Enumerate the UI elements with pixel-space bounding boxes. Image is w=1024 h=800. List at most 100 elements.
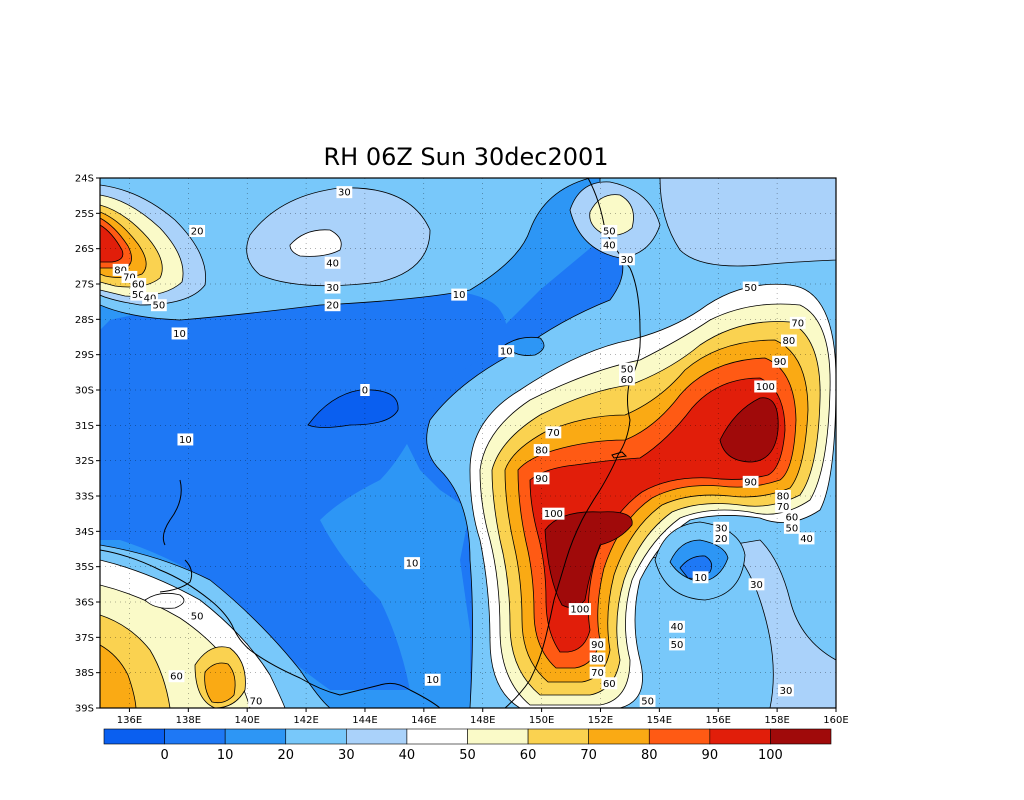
contour-label: 10 <box>424 673 441 686</box>
contour-label-value: 70 <box>591 668 604 679</box>
contour-label-value: 10 <box>453 290 466 301</box>
contour-label-bg <box>568 603 591 616</box>
colorbar-label: 0 <box>160 748 168 763</box>
contour-label: 50 <box>601 225 618 238</box>
contour-label-bg <box>775 500 791 513</box>
colorbar-label: 80 <box>641 748 658 763</box>
lat-tick-label: 37S <box>75 633 94 644</box>
contour-label-bg <box>775 490 791 502</box>
contour-label-bg <box>248 694 264 707</box>
lat-tick-label: 26S <box>75 244 94 255</box>
contour-label: 80 <box>780 334 797 347</box>
contour-label: 70 <box>545 426 562 439</box>
contour-label-bg <box>324 281 341 294</box>
contour-label-bg <box>780 334 797 347</box>
contour-label-value: 90 <box>591 640 604 651</box>
contour-label: 10 <box>451 288 468 301</box>
colorbar-swatch <box>709 728 771 745</box>
contour-label-bg <box>324 299 341 312</box>
lat-tick-label: 29S <box>75 350 94 361</box>
contour-label-value: 60 <box>603 679 616 690</box>
contour-label: 30 <box>713 521 730 534</box>
map-title: RH 06Z Sun 30dec2001 <box>323 143 608 171</box>
lat-tick-label: 25S <box>75 209 94 220</box>
field-zone-100-plus-west <box>544 511 633 608</box>
lat-tick-label: 32S <box>75 456 94 467</box>
colorbar-label: 100 <box>758 748 783 763</box>
contour-label-bg <box>713 532 730 545</box>
contour-label: 100 <box>568 603 591 616</box>
lat-tick-label: 38S <box>75 668 94 679</box>
contour-label: 50 <box>189 610 206 623</box>
coastline <box>100 178 641 708</box>
lon-tick-label: 152E <box>588 715 613 726</box>
contour-label: 40 <box>601 239 618 252</box>
contour-label-bg <box>451 288 468 301</box>
contour-label: 30 <box>336 186 353 199</box>
colorbar-label: 30 <box>338 748 355 763</box>
lon-tick-label: 136E <box>117 715 142 726</box>
lon-tick-label: 146E <box>411 715 436 726</box>
contour-label-value: 100 <box>544 509 563 520</box>
contour-label-value: 100 <box>570 605 589 616</box>
contour-label-bg <box>772 355 788 368</box>
contour-label: 30 <box>619 253 635 266</box>
contour-label-value: 90 <box>535 474 548 485</box>
contour-label-value: 10 <box>173 329 186 340</box>
contour-label-bg <box>589 652 606 665</box>
lon-tick-label: 156E <box>706 715 731 726</box>
contour-label: 40 <box>798 532 815 545</box>
colorbar-label: 10 <box>217 748 234 763</box>
contour-label-bg <box>601 225 618 237</box>
contour-label-value: 10 <box>406 559 419 570</box>
contour-label-bg <box>742 281 759 294</box>
contour-label-bg <box>336 186 353 199</box>
lon-tick-label: 160E <box>823 715 848 726</box>
contour-label-bg <box>742 475 759 488</box>
contour-label-value: 50 <box>621 364 634 375</box>
contour-label-bg <box>669 638 685 651</box>
contour-label-value: 20 <box>191 227 204 238</box>
lat-tick-label: 30S <box>75 386 94 397</box>
lat-tick-label: 35S <box>75 562 94 573</box>
lon-tick-label: 138E <box>176 715 201 726</box>
contour-label-bg <box>619 362 635 375</box>
contour-label-bg <box>754 380 777 393</box>
contour-label-value: 20 <box>326 301 339 312</box>
colorbar-label: 90 <box>702 748 719 763</box>
contour-label: 90 <box>533 472 550 485</box>
contour-label-bg <box>533 472 550 485</box>
contour-label: 80 <box>589 652 606 665</box>
contour-label: 100 <box>542 507 565 520</box>
contour-label-bg <box>589 666 606 679</box>
contour-label-bg <box>789 316 806 329</box>
contour-label: 20 <box>189 225 206 238</box>
contour-label-value: 80 <box>591 654 604 665</box>
contour-label: 80 <box>775 490 791 503</box>
lat-tick-label: 31S <box>75 421 94 432</box>
contour-label-value: 80 <box>783 336 796 347</box>
contour-label: 40 <box>324 256 341 269</box>
field-zone-sw-white-patch <box>144 592 185 609</box>
contour-label-value: 30 <box>750 580 763 591</box>
lon-tick-label: 148E <box>470 715 495 726</box>
contour-label-value: 80 <box>535 446 548 457</box>
lon-tick-label: 142E <box>293 715 318 726</box>
lat-tick-label: 28S <box>75 315 94 326</box>
lon-tick-label: 154E <box>647 715 672 726</box>
contour-label-bg <box>639 694 656 707</box>
colorbar-label: 40 <box>399 748 416 763</box>
contour-label: 10 <box>171 327 188 340</box>
contour-label: 10 <box>498 345 515 358</box>
contour-label-value: 10 <box>179 435 192 446</box>
colorbar-swatch <box>164 728 226 745</box>
contour-label: 60 <box>130 278 147 291</box>
grid-lines <box>100 178 836 708</box>
colorbar-swatch <box>406 728 468 745</box>
contour-label: 60 <box>601 677 618 690</box>
contour-label-bg <box>171 327 188 340</box>
field-zone-30-40-right <box>659 178 836 267</box>
field-zone-ne-core <box>589 194 634 236</box>
